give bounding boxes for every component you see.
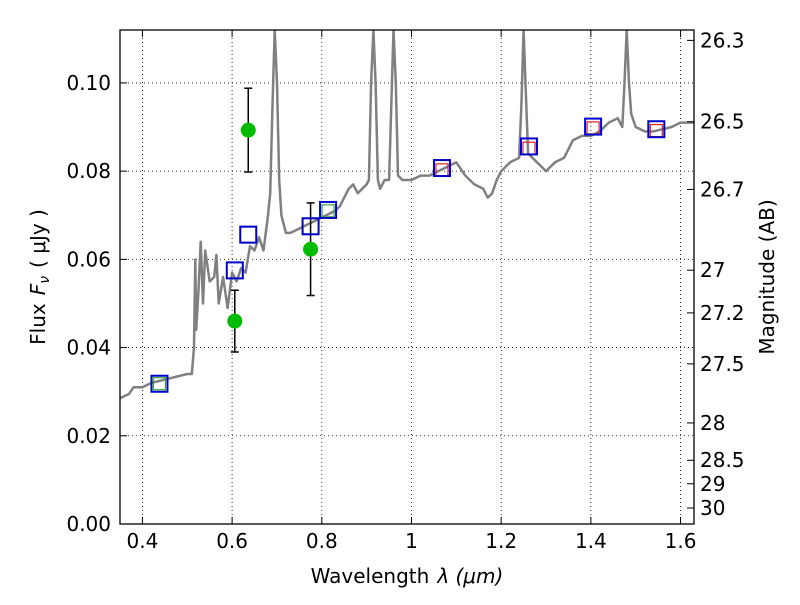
observed-point (227, 313, 243, 329)
y-tick-label: 0.02 (66, 424, 111, 448)
y-tick-label: 0.06 (66, 247, 111, 271)
ticks: 0.4 0.6 0.8 1 1.2 1.4 1.6 0.00 0.02 0.04 0.06 0.08 0… (66, 28, 744, 553)
y2-tick-label: 30 (700, 496, 725, 520)
y-axis-label-math-sub: ν (37, 276, 53, 284)
model-square (225, 261, 244, 280)
y-axis-label-text: Flux (26, 303, 50, 345)
grid (120, 30, 694, 525)
sed-line (120, 30, 694, 400)
y-axis-label-math: F (26, 283, 50, 295)
x-tick-label: 0.4 (127, 529, 159, 553)
x-tick-label: 1 (405, 529, 418, 553)
observed-point (303, 241, 319, 257)
y2-axis-label: Magnitude (AB) (755, 199, 779, 354)
y-axis-label: Flux Fν ( μJy ) (26, 209, 53, 345)
model-square (321, 204, 335, 218)
model-square (301, 217, 320, 236)
model-square (647, 120, 666, 139)
y-tick-label: 0.08 (66, 159, 111, 183)
y2-tick-label: 27.2 (700, 301, 745, 325)
model-square (519, 137, 538, 156)
y2-tick-label: 28.5 (700, 448, 745, 472)
y2-tick-label: 26.5 (700, 110, 745, 134)
x-axis-label-text: Wavelength (311, 564, 430, 588)
model-square (150, 374, 169, 393)
y2-tick-label: 26.7 (700, 177, 745, 201)
plot-frame (119, 29, 695, 525)
model-square (584, 117, 603, 136)
y2-tick-label: 29 (700, 472, 725, 496)
y-tick-label: 0.10 (66, 71, 111, 95)
y-tick-label: 0.04 (66, 336, 111, 360)
x-axis-label: Wavelength λ (μm) (311, 564, 504, 588)
y2-tick-label: 26.3 (700, 28, 745, 52)
x-axis-label-math: λ (μm) (436, 564, 503, 588)
model-square (432, 159, 451, 178)
x-tick-label: 1.2 (485, 529, 517, 553)
y-tick-label: 0.00 (66, 512, 111, 536)
observed-point (240, 122, 256, 138)
plot-area (120, 30, 694, 400)
model-square (319, 200, 338, 219)
x-tick-label: 1.4 (575, 529, 607, 553)
y-axis-label-unit: ( μJy ) (26, 209, 50, 268)
x-tick-label: 1.6 (665, 529, 697, 553)
model-square (239, 225, 258, 244)
y2-tick-label: 27 (700, 258, 725, 282)
x-tick-label: 0.6 (216, 529, 248, 553)
y2-tick-label: 28 (700, 411, 725, 435)
x-tick-label: 0.8 (306, 529, 338, 553)
y2-tick-label: 27.5 (700, 352, 745, 376)
model-square (152, 377, 167, 391)
